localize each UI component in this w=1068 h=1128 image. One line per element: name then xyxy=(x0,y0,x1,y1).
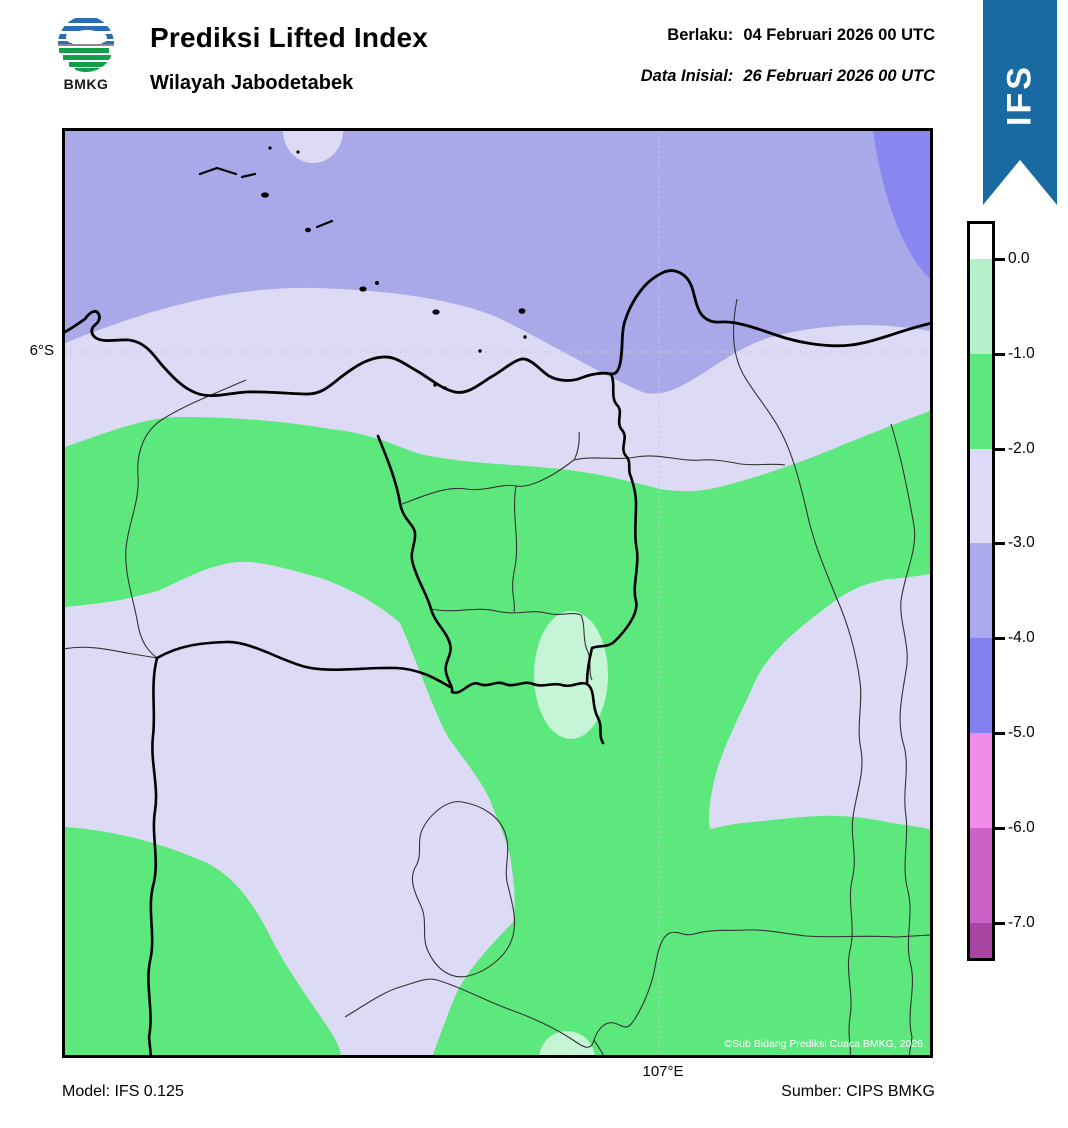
colorbar-tick xyxy=(995,353,1005,356)
colorbar-seg-7 xyxy=(970,923,992,958)
zone-green-bottomleft xyxy=(65,827,341,1055)
colorbar-tick-label: -2.0 xyxy=(1008,440,1035,457)
colorbar-tick xyxy=(995,258,1005,261)
valid-time-row: Berlaku: 04 Februari 2026 00 UTC xyxy=(641,26,935,45)
valid-time-value: 04 Februari 2026 00 UTC xyxy=(743,26,935,44)
bmkg-logo-globe xyxy=(58,18,114,72)
init-time-value: 26 Februari 2026 00 UTC xyxy=(743,67,935,85)
source-info: Sumber: CIPS BMKG xyxy=(781,1083,935,1100)
gridlines xyxy=(65,131,930,1055)
colorbar-seg-0 xyxy=(970,259,992,354)
ifs-ribbon: IFS xyxy=(983,0,1057,205)
ifs-ribbon-label: IFS xyxy=(1000,64,1039,126)
colorbar-seg-2 xyxy=(970,449,992,543)
coastline xyxy=(65,269,930,397)
colorbar xyxy=(967,221,995,961)
colorbar-tick xyxy=(995,542,1005,545)
colorbar-seg-4 xyxy=(970,638,992,733)
lat-axis-label: 6°S xyxy=(29,342,54,359)
map-copyright: ©Sub Bidang Prediksi Cuaca BMKG, 2026 xyxy=(724,1038,923,1050)
init-time-row: Data Inisial: 26 Februari 2026 00 UTC xyxy=(641,67,935,86)
zone-mint-bottom xyxy=(539,1031,595,1055)
colorbar-tick xyxy=(995,732,1005,735)
page-title: Prediksi Lifted Index xyxy=(150,22,429,53)
zone-green-main xyxy=(65,411,930,1055)
province-boundaries-thick xyxy=(147,372,639,1055)
colorbar-tick-label: 0.0 xyxy=(1008,250,1030,267)
zone-blue-blob-topright xyxy=(873,131,930,279)
islands xyxy=(198,146,527,390)
admin-boundaries-thin xyxy=(65,298,930,1055)
map-canvas: ©Sub Bidang Prediksi Cuaca BMKG, 2026 xyxy=(62,128,933,1058)
page-subtitle: Wilayah Jabodetabek xyxy=(150,72,354,94)
bmkg-logo-text: BMKG xyxy=(64,76,109,92)
colorbar-tick-label: -6.0 xyxy=(1008,819,1035,836)
colorbar-tick-label: -7.0 xyxy=(1008,914,1035,931)
init-time-label: Data Inisial: xyxy=(640,67,734,85)
colorbar-tick-label: -4.0 xyxy=(1008,629,1035,646)
colorbar-tick xyxy=(995,637,1005,640)
zone-pale-blob-top xyxy=(283,131,343,163)
colorbar-seg-5 xyxy=(970,733,992,828)
model-info: Model: IFS 0.125 xyxy=(62,1083,184,1100)
colorbar-tick-label: -1.0 xyxy=(1008,345,1035,362)
colorbar-seg-6 xyxy=(970,828,992,923)
valid-time-label: Berlaku: xyxy=(667,26,734,44)
lon-axis-label: 107°E xyxy=(642,1063,684,1080)
colorbar-tick-label: -3.0 xyxy=(1008,534,1035,551)
colorbar-tick xyxy=(995,922,1005,925)
colorbar-tick xyxy=(995,448,1005,451)
title-block: Prediksi Lifted Index Wilayah Jabodetabe… xyxy=(150,22,428,95)
colorbar-tick xyxy=(995,827,1005,830)
time-info: Berlaku: 04 Februari 2026 00 UTC Data Ini… xyxy=(641,26,935,86)
colorbar-seg-1 xyxy=(970,354,992,449)
colorbar-seg-white xyxy=(970,224,992,259)
zone-mint-center xyxy=(534,611,608,739)
bmkg-logo: BMKG xyxy=(58,16,114,92)
colorbar-tick-label: -5.0 xyxy=(1008,724,1035,741)
colorbar-seg-3 xyxy=(970,543,992,638)
